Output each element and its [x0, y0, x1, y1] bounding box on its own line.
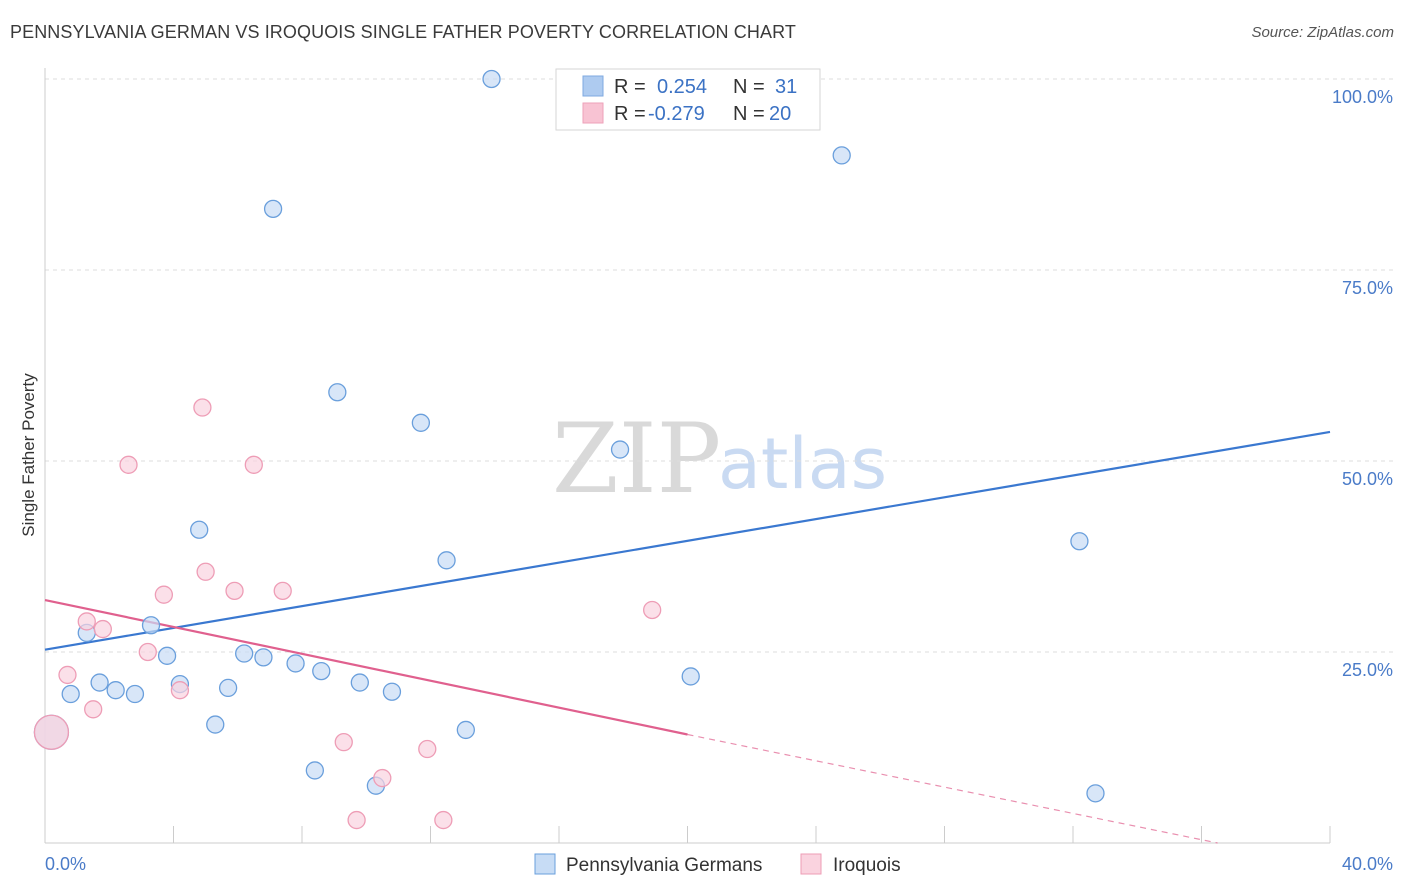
legend-r-value-2: -0.279	[648, 103, 705, 125]
point-iroquois-16	[418, 739, 437, 759]
point-pennsylvania-5	[141, 616, 161, 635]
point-pennsylvania-0	[61, 684, 80, 704]
point-pennsylvania-27	[832, 146, 851, 165]
point-pennsylvania-9	[206, 715, 225, 734]
legend-swatch-iroquois	[582, 102, 604, 124]
gridlines	[45, 78, 1393, 653]
point-iroquois-17	[434, 810, 453, 830]
legend-r-label-1: R =	[614, 76, 646, 98]
y-tick-labels: 25.0% 50.0% 75.0% 100.0%	[1332, 87, 1393, 680]
x-ticks	[173, 826, 1331, 843]
point-iroquois-6	[154, 585, 174, 604]
point-pennsylvania-2	[90, 673, 109, 692]
series-legend-swatch-pennsylvania	[534, 853, 556, 875]
source-credit: Source: ZipAtlas.com	[1251, 24, 1394, 41]
point-pennsylvania-29	[1086, 784, 1105, 803]
trendline-extension-1	[687, 733, 1218, 844]
y-tick-label-50: 50.0%	[1342, 469, 1393, 489]
trendline-1	[44, 598, 688, 736]
point-iroquois-2	[84, 700, 103, 719]
point-pennsylvania-12	[254, 648, 273, 667]
point-pennsylvania-21	[411, 413, 431, 432]
point-pennsylvania-16	[312, 661, 331, 681]
point-pennsylvania-23	[456, 720, 475, 740]
y-tick-label-25: 25.0%	[1342, 660, 1393, 680]
point-iroquois-15	[373, 768, 392, 788]
trendline-0	[44, 430, 1331, 651]
watermark-zip: ZIP	[552, 403, 721, 515]
point-pennsylvania-13	[263, 199, 283, 219]
point-iroquois-19	[33, 714, 70, 750]
point-pennsylvania-14	[286, 654, 305, 673]
point-iroquois-1	[77, 612, 96, 631]
series-legend-label-iroquois: Iroquois	[833, 855, 901, 876]
stats-legend: R = 0.254 N = 31 R = -0.279 N = 20	[555, 68, 821, 131]
point-pennsylvania-6	[157, 646, 177, 665]
legend-n-label-1: N =	[733, 76, 765, 98]
point-iroquois-12	[273, 581, 292, 601]
point-pennsylvania-17	[328, 383, 347, 402]
point-pennsylvania-22	[437, 551, 456, 570]
legend-r-label-2: R =	[614, 103, 646, 125]
chart-title: PENNSYLVANIA GERMAN VS IROQUOIS SINGLE F…	[10, 22, 796, 42]
legend-n-value-1: 31	[775, 76, 797, 98]
point-iroquois-13	[334, 733, 353, 752]
legend-r-value-1: 0.254	[657, 76, 707, 98]
series-legend-swatch-iroquois	[800, 853, 822, 875]
point-pennsylvania-8	[190, 520, 209, 539]
point-pennsylvania-24	[482, 69, 501, 89]
point-pennsylvania-26	[681, 667, 700, 686]
point-pennsylvania-11	[235, 644, 254, 663]
point-iroquois-8	[193, 398, 212, 417]
point-iroquois-11	[244, 455, 263, 474]
y-tick-label-100: 100.0%	[1332, 87, 1393, 107]
legend-n-value-2: 20	[769, 103, 791, 125]
point-pennsylvania-25	[610, 440, 630, 459]
point-pennsylvania-28	[1070, 532, 1089, 551]
legend-swatch-pennsylvania	[582, 75, 604, 97]
point-pennsylvania-4	[125, 684, 145, 704]
y-axis-label: Single Father Poverty	[19, 373, 38, 537]
point-iroquois-18	[643, 600, 662, 620]
point-iroquois-0	[58, 665, 77, 685]
y-tick-label-75: 75.0%	[1342, 278, 1393, 298]
point-iroquois-9	[196, 562, 215, 581]
series-legend: Pennsylvania Germans Iroquois	[534, 853, 901, 876]
series-legend-label-pennsylvania: Pennsylvania Germans	[566, 855, 762, 876]
data-points	[33, 69, 1105, 830]
point-iroquois-4	[119, 455, 138, 474]
point-iroquois-5	[138, 642, 157, 662]
point-pennsylvania-15	[305, 761, 325, 780]
legend-n-label-2: N =	[733, 103, 765, 125]
point-pennsylvania-18	[350, 673, 369, 692]
watermark-atlas: atlas	[718, 423, 887, 505]
point-iroquois-14	[347, 810, 366, 830]
point-iroquois-7	[170, 681, 190, 700]
x-tick-label-min: 0.0%	[45, 854, 86, 874]
point-iroquois-10	[225, 581, 244, 601]
point-pennsylvania-3	[106, 681, 125, 700]
point-iroquois-3	[93, 619, 112, 639]
x-tick-label-max: 40.0%	[1342, 854, 1393, 874]
point-pennsylvania-20	[382, 682, 402, 701]
point-pennsylvania-10	[218, 678, 238, 698]
